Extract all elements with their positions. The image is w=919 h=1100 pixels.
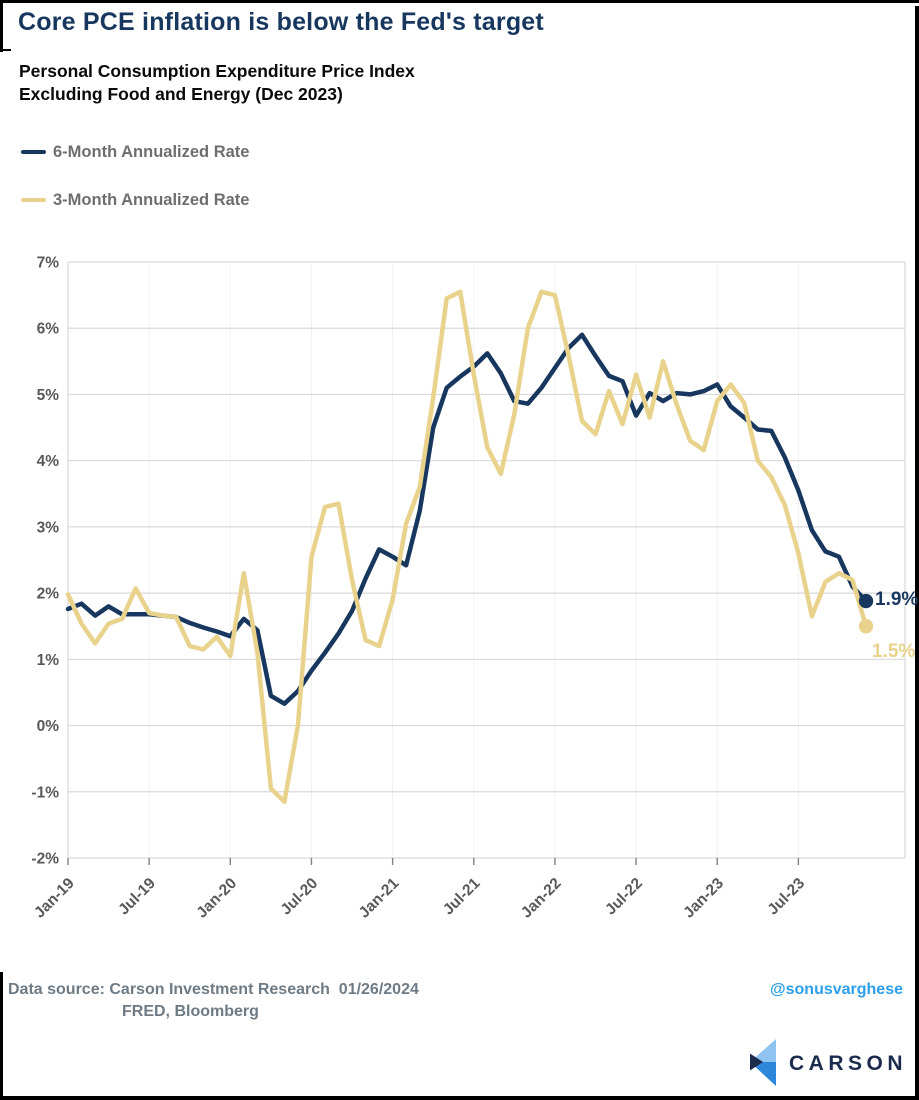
legend-swatch-6-month bbox=[21, 149, 46, 155]
y-axis-tick-label: 0% bbox=[37, 718, 60, 735]
x-axis-tick-label: Jan-23 bbox=[680, 875, 727, 922]
x-axis-tick-label: Jan-19 bbox=[31, 875, 78, 922]
data-source-line2: FRED, Bloomberg bbox=[122, 1003, 259, 1020]
y-axis-tick-label: 7% bbox=[37, 255, 60, 272]
carson-logo: CARSON bbox=[748, 1036, 907, 1088]
border-left-top bbox=[0, 0, 3, 52]
pce-line-chart: 7% 6% 5% 4% 3% 2% 1% 0% -1% -2% Jan-19 Jul-19 Jan-20… bbox=[31, 255, 918, 922]
border-right bbox=[915, 6, 919, 1100]
x-axis-tick-label: Jul-21 bbox=[440, 875, 484, 919]
chart-subtitle-line1: Personal Consumption Expenditure Price I… bbox=[19, 61, 415, 81]
legend-label-6-month: 6-Month Annualized Rate bbox=[53, 142, 250, 161]
chart-subtitle: Personal Consumption Expenditure Price I… bbox=[19, 60, 719, 106]
end-label-6-month: 1.9% bbox=[875, 589, 918, 610]
x-axis-tick-label: Jan-22 bbox=[518, 875, 565, 922]
data-source-line1: Data source: Carson Investment Research … bbox=[8, 981, 419, 998]
y-axis-tick-label: -2% bbox=[31, 851, 59, 868]
legend-label-3-month: 3-Month Annualized Rate bbox=[53, 190, 250, 209]
title-underline bbox=[0, 49, 11, 51]
x-axis-tick-label: Jul-19 bbox=[115, 875, 159, 919]
series-line-3-month-annualized-rate bbox=[65, 289, 869, 804]
legend-item-6-month: 6-Month Annualized Rate bbox=[21, 141, 249, 163]
y-axis-tick-label: 3% bbox=[37, 519, 60, 536]
end-dot-6-month-annualized-rate bbox=[858, 593, 874, 609]
y-axis-tick-label: 4% bbox=[37, 453, 60, 470]
y-axis-tick-label: 2% bbox=[37, 586, 60, 603]
x-axis-tick-label: Jul-22 bbox=[602, 875, 646, 919]
carson-wordmark: CARSON bbox=[789, 1052, 908, 1075]
x-axis-tick-label: Jul-20 bbox=[278, 875, 322, 919]
legend-swatch-3-month bbox=[21, 197, 46, 203]
border-bottom bbox=[0, 1096, 919, 1100]
legend-item-3-month: 3-Month Annualized Rate bbox=[21, 189, 249, 211]
end-label-3-month: 1.5% bbox=[872, 641, 915, 662]
x-axis-tick-label: Jan-20 bbox=[193, 875, 240, 922]
end-dot-3-month-annualized-rate bbox=[858, 619, 874, 634]
y-axis-tick-label: 6% bbox=[37, 321, 60, 338]
twitter-handle-link[interactable]: @sonusvarghese bbox=[770, 981, 903, 998]
logo-triangle-navy bbox=[750, 1053, 763, 1071]
logo-triangle-blue bbox=[750, 1062, 776, 1086]
y-axis-tick-label: 1% bbox=[37, 652, 60, 669]
border-left-bottom bbox=[0, 972, 3, 1100]
x-axis-tick-label: Jan-21 bbox=[356, 875, 403, 922]
y-axis-tick-label: 5% bbox=[37, 387, 60, 404]
page-title: Core PCE inflation is below the Fed's ta… bbox=[18, 8, 544, 36]
chart-subtitle-line2: Excluding Food and Energy (Dec 2023) bbox=[19, 84, 343, 104]
border-top bbox=[0, 0, 919, 3]
x-axis-tick-label: Jul-23 bbox=[764, 875, 808, 919]
logo-triangle-light bbox=[750, 1039, 776, 1062]
y-axis-tick-label: -1% bbox=[31, 784, 59, 801]
series-line-6-month-annualized-rate bbox=[65, 332, 869, 706]
carson-logo-icon bbox=[750, 1039, 776, 1086]
